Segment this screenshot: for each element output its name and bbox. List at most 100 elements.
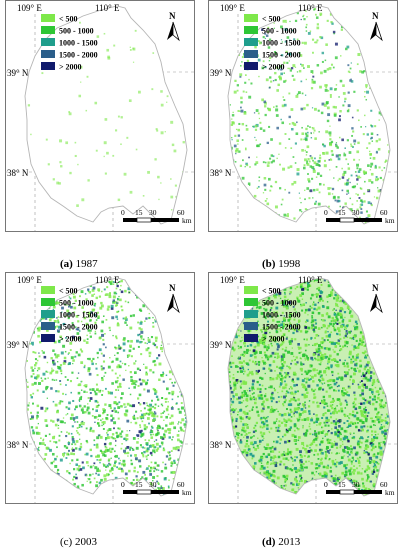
lon-label-right: 110° E <box>95 275 120 285</box>
legend-label: > 2000 <box>262 335 285 344</box>
caption-2013: (d) 2013 <box>262 536 300 548</box>
legend-label: 1000 - 1500 <box>59 311 98 320</box>
north-label: N <box>372 283 379 293</box>
scale-tick-label: 30 <box>352 208 360 217</box>
north-arrow-icon: N <box>167 11 180 42</box>
legend-swatch <box>244 322 258 330</box>
legend: < 500 500 - 1000 1000 - 1500 1500 - 2000 > 2… <box>41 286 98 344</box>
caption-tag: (c) <box>60 536 73 548</box>
legend-label: > 2000 <box>59 335 82 344</box>
legend-swatch <box>244 298 258 306</box>
legend-label: > 2000 <box>262 63 285 72</box>
study-area-boundary <box>24 277 188 497</box>
legend-label: 1000 - 1500 <box>262 311 301 320</box>
caption-year: 2013 <box>278 536 301 548</box>
lon-label-right: 110° E <box>298 3 323 13</box>
lat-label-top: 39° N <box>210 340 232 350</box>
caption-tag: (d) <box>262 536 276 548</box>
legend-swatch <box>41 310 55 318</box>
legend-label: 500 - 1000 <box>59 299 94 308</box>
vegetation-raster <box>25 278 187 496</box>
lat-label-top: 39° N <box>7 68 29 78</box>
map-svg-2013: 109° E 110° E 39° N 38° N < 500 500 - 1000 100… <box>208 272 398 504</box>
legend-swatch <box>244 286 258 294</box>
legend-label: < 500 <box>262 15 281 24</box>
scale-tick-label: 0 <box>121 208 125 217</box>
legend-swatch <box>244 38 258 46</box>
legend: < 500 500 - 1000 1000 - 1500 1500 - 2000 > 2… <box>244 286 301 344</box>
legend-swatch <box>41 14 55 22</box>
legend-label: < 500 <box>262 287 281 296</box>
scale-tick-label: 0 <box>324 480 328 489</box>
scale-tick-label: 15 <box>338 480 346 489</box>
legend-label: < 500 <box>59 15 78 24</box>
caption-1998: (b) 1998 <box>262 258 300 270</box>
scale-tick-label: 60 <box>380 480 388 489</box>
legend-label: 1500 - 2000 <box>262 323 301 332</box>
caption-2003: (c) 2003 <box>60 536 97 548</box>
caption-year: 1998 <box>278 258 301 270</box>
legend-swatch <box>244 26 258 34</box>
legend-swatch <box>244 50 258 58</box>
scale-tick-label: 30 <box>149 480 157 489</box>
legend-label: 1000 - 1500 <box>59 39 98 48</box>
legend-label: < 500 <box>59 287 78 296</box>
lon-label-left: 109° E <box>220 3 245 13</box>
legend-label: > 2000 <box>59 63 82 72</box>
legend-label: 1500 - 2000 <box>262 51 301 60</box>
lat-label-bottom: 38° N <box>210 168 232 178</box>
legend-swatch <box>244 14 258 22</box>
legend-label: 1500 - 2000 <box>59 323 98 332</box>
legend-label: 1500 - 2000 <box>59 51 98 60</box>
legend-swatch <box>41 62 55 70</box>
caption-tag: (b) <box>262 258 276 270</box>
legend: < 500 500 - 1000 1000 - 1500 1500 - 2000 > 2… <box>41 14 98 72</box>
north-arrow-icon: N <box>370 283 383 314</box>
scale-unit: km <box>385 488 395 497</box>
scale-tick-label: 60 <box>380 208 388 217</box>
lat-label-bottom: 38° N <box>7 440 29 450</box>
legend-swatch <box>41 298 55 306</box>
scale-tick-label: 0 <box>121 480 125 489</box>
legend-swatch <box>41 26 55 34</box>
lat-label-bottom: 38° N <box>210 440 232 450</box>
map-svg-1987: 109° E 110° E 39° N 38° N < 500 500 - 1000 100… <box>5 0 195 232</box>
legend-swatch <box>41 322 55 330</box>
scale-unit: km <box>385 216 395 225</box>
legend-label: 1000 - 1500 <box>262 39 301 48</box>
legend-swatch <box>244 334 258 342</box>
legend-swatch <box>41 286 55 294</box>
scale-tick-label: 0 <box>324 208 328 217</box>
scale-tick-label: 15 <box>135 480 143 489</box>
study-area-boundary <box>24 5 188 225</box>
map-svg-2003: 109° E 110° E 39° N 38° N < 500 500 - 1000 100… <box>5 272 195 504</box>
scale-tick-label: 30 <box>149 208 157 217</box>
scale-tick-label: 15 <box>338 208 346 217</box>
scale-tick-label: 60 <box>177 480 185 489</box>
legend-label: 500 - 1000 <box>59 27 94 36</box>
map-panel-2013: 109° E 110° E 39° N 38° N < 500 500 - 1000 100… <box>208 272 398 504</box>
legend-swatch <box>41 38 55 46</box>
lat-label-top: 39° N <box>7 340 29 350</box>
lon-label-left: 109° E <box>220 275 245 285</box>
north-label: N <box>372 11 379 21</box>
caption-year: 1987 <box>75 258 98 270</box>
map-panel-2003: 109° E 110° E 39° N 38° N < 500 500 - 1000 100… <box>5 272 195 504</box>
legend-swatch <box>244 62 258 70</box>
scale-tick-label: 15 <box>135 208 143 217</box>
vegetation-raster <box>25 6 187 224</box>
scale-unit: km <box>182 488 192 497</box>
map-panel-1987: 109° E 110° E 39° N 38° N < 500 500 - 1000 100… <box>5 0 195 232</box>
legend-label: 500 - 1000 <box>262 299 297 308</box>
study-area-boundary <box>227 277 391 497</box>
map-panel-1998: 109° E 110° E 39° N 38° N < 500 500 - 1000 100… <box>208 0 398 232</box>
lat-label-bottom: 38° N <box>7 168 29 178</box>
lon-label-left: 109° E <box>17 3 42 13</box>
scale-tick-label: 60 <box>177 208 185 217</box>
lon-label-right: 110° E <box>95 3 120 13</box>
north-label: N <box>169 283 176 293</box>
